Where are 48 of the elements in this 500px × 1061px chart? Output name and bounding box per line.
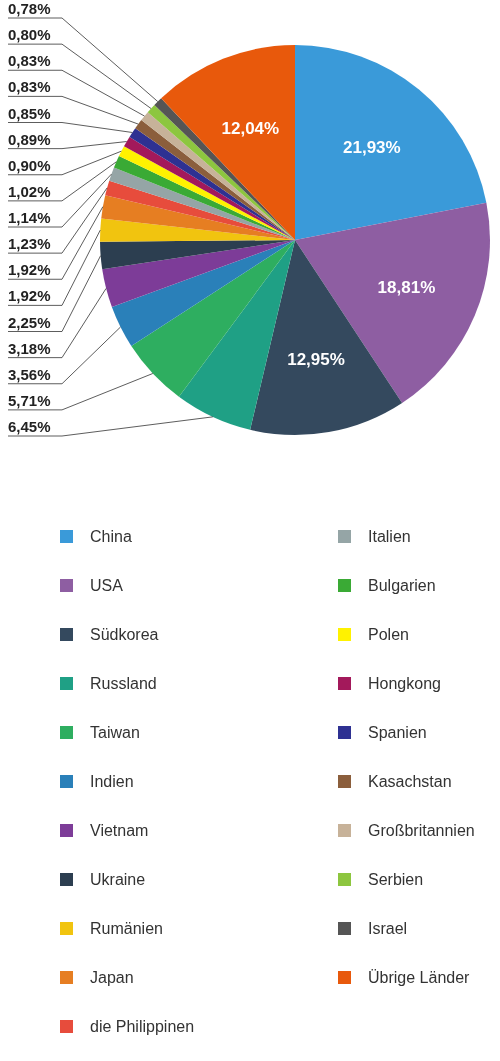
pie-slice bbox=[100, 240, 295, 270]
data-label: 0,89% bbox=[8, 130, 51, 148]
data-label: 21,93% bbox=[343, 137, 401, 157]
pie-slice bbox=[161, 45, 295, 240]
legend-label: die Philippinen bbox=[90, 1018, 195, 1035]
data-label: 0,83% bbox=[8, 78, 51, 96]
data-label: 1,02% bbox=[8, 182, 51, 200]
data-label: 1,23% bbox=[8, 235, 51, 253]
pie-slice bbox=[101, 195, 295, 240]
legend-label: Vietnam bbox=[90, 822, 149, 839]
legend-label: Japan bbox=[90, 969, 134, 986]
legend-label: Indien bbox=[90, 773, 134, 790]
data-label: 0,90% bbox=[8, 156, 51, 174]
legend-label: Serbien bbox=[368, 871, 424, 888]
data-label: 18,81% bbox=[377, 277, 436, 297]
legend-label: Israel bbox=[368, 920, 408, 937]
data-label: 2,25% bbox=[8, 313, 51, 331]
pie-slice bbox=[102, 240, 295, 308]
pie-slice bbox=[295, 45, 487, 240]
legend-label: Spanien bbox=[368, 724, 427, 741]
legend-label: Ukraine bbox=[90, 871, 146, 888]
data-label: 1,92% bbox=[8, 261, 51, 279]
legend-label: Taiwan bbox=[90, 724, 140, 741]
data-label: 0,83% bbox=[8, 52, 51, 70]
data-label: 0,80% bbox=[8, 26, 51, 44]
data-label: 3,56% bbox=[8, 365, 51, 383]
data-label: 12,04% bbox=[221, 118, 280, 138]
legend-label: Großbritannien bbox=[368, 822, 475, 839]
legend-label: Russland bbox=[90, 675, 157, 692]
data-label: 1,14% bbox=[8, 209, 51, 226]
data-label: 0,78% bbox=[8, 0, 51, 17]
data-label: 0,85% bbox=[8, 104, 51, 122]
legend-label: Übrige Länder bbox=[368, 969, 471, 986]
pie-slice bbox=[111, 240, 295, 346]
legend-label: Kasachstan bbox=[368, 773, 452, 790]
legend-label: Hongkong bbox=[368, 675, 441, 692]
data-label: 5,71% bbox=[8, 391, 51, 409]
data-label: 3,18% bbox=[8, 339, 51, 357]
legend-label: Polen bbox=[368, 626, 409, 643]
data-label: 12,95% bbox=[287, 350, 345, 370]
legend-label: Italien bbox=[368, 528, 411, 545]
legend-label: USA bbox=[90, 577, 124, 594]
data-label: 6,45% bbox=[8, 418, 51, 435]
legend-label: China bbox=[90, 528, 132, 545]
legend-label: Südkorea bbox=[90, 626, 159, 643]
legend-label: Bulgarien bbox=[368, 577, 436, 594]
data-label: 1,92% bbox=[8, 287, 51, 305]
legend-label: Rumänien bbox=[90, 920, 163, 937]
